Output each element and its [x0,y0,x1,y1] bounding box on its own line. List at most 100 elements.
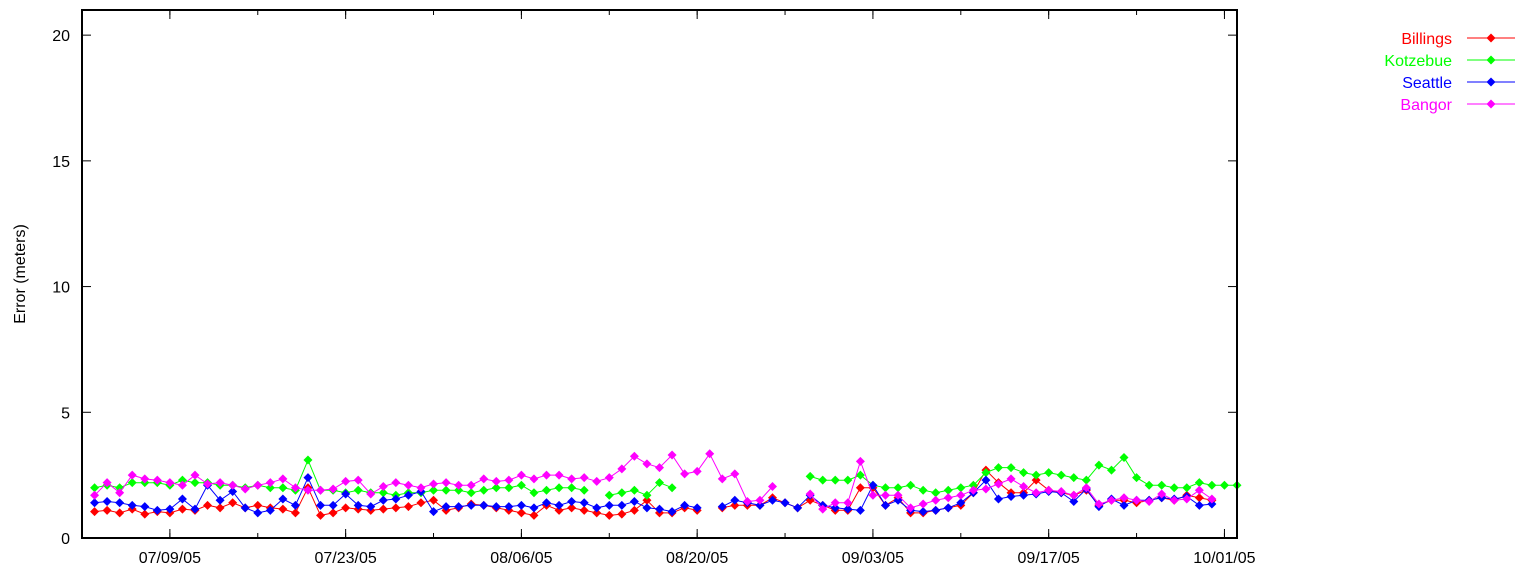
kotzebue-point [1219,480,1229,490]
legend-marker-billings [1486,33,1496,43]
seattle-point [780,498,790,508]
billings-point [378,504,388,514]
kotzebue-point [1194,478,1204,488]
bangor-point [529,474,539,484]
bangor-point [692,466,702,476]
billings-point [642,495,652,505]
kotzebue-point [466,488,476,498]
kotzebue-point [893,483,903,493]
kotzebue-point [1132,473,1142,483]
bangor-point [353,475,363,485]
y-tick-label: 20 [52,28,70,45]
seattle-point [240,503,250,513]
seattle-point [1019,490,1029,500]
x-tick-label: 07/09/05 [139,550,201,567]
bangor-point [190,470,200,480]
bangor-point [542,470,552,480]
billings-point [215,503,225,513]
x-tick-label: 09/03/05 [842,550,904,567]
seattle-point [642,503,652,513]
kotzebue-point [981,468,991,478]
kotzebue-point [1144,480,1154,490]
seattle-point [855,505,865,515]
seattle-point [290,500,300,510]
billings-point [102,505,112,515]
seattle-point [341,489,351,499]
kotzebue-point [968,480,978,490]
bangor-point [1044,485,1054,495]
kotzebue-point [1081,475,1091,485]
bangor-point [265,478,275,488]
bangor-point [855,456,865,466]
kotzebue-point [454,485,464,495]
kotzebue-point [190,478,200,488]
kotzebue-point [931,488,941,498]
billings-point [730,500,740,510]
billings-point [416,498,426,508]
bangor-point [629,451,639,461]
billings-point [328,508,338,518]
seattle-point [253,508,263,518]
seattle-point [767,495,777,505]
bangor-point [1094,499,1104,509]
seattle-point [504,502,514,512]
billings-point [617,509,627,519]
billings-point [429,495,439,505]
bangor-point [993,479,1003,489]
bangor-point [1207,494,1217,504]
bangor-point [767,481,777,491]
kotzebue-point [993,463,1003,473]
bangor-point [1182,494,1192,504]
billings-point [629,505,639,515]
seattle-point [680,500,690,510]
seattle-point [190,504,200,514]
bangor-point [592,476,602,486]
kotzebue-point [554,483,564,493]
series-bangor [90,449,1217,514]
kotzebue-point [441,485,451,495]
seattle-point [579,498,589,508]
seattle-point [265,505,275,515]
tick-labels: 0 5 10 15 20 07/09/05 07/23/05 08/06/05 08/20/05… [52,28,1255,567]
bangor-point [378,481,388,491]
axis-ticks [81,10,1237,539]
legend-marker-bangor [1486,99,1496,109]
billings-point [554,505,564,515]
legend-marker-seattle [1486,77,1496,87]
bangor-point [956,490,966,500]
series-kotzebue [90,453,1242,500]
bangor-point [403,480,413,490]
x-tick-label: 08/20/05 [666,550,728,567]
kotzebue-point [880,483,890,493]
bangor-point [579,473,589,483]
y-tick-label: 5 [61,405,70,422]
kotzebue-point [516,480,526,490]
billings-line [722,469,1212,514]
kotzebue-point [1031,470,1041,480]
bangor-point [328,484,338,494]
legend-label-billings: Billings [1401,31,1452,48]
seattle-line [722,479,1212,513]
billings-point [140,509,150,519]
kotzebue-point [629,485,639,495]
bangor-point [843,498,853,508]
y-tick-label: 15 [52,154,70,171]
kotzebue-point [1094,460,1104,470]
seattle-point [278,494,288,504]
seattle-point [127,500,137,510]
bangor-point [278,474,288,484]
seattle-point [843,504,853,514]
seattle-point [115,498,125,508]
bangor-point [516,470,526,480]
seattle-point [429,507,439,517]
bangor-point [893,490,903,500]
billings-point [592,508,602,518]
billings-point [403,502,413,512]
bangor-point [705,449,715,459]
seattle-point [542,498,552,508]
bangor-point [454,480,464,490]
seattle-point [793,503,803,513]
bangor-point [416,483,426,493]
seattle-point [353,500,363,510]
seattle-point [177,494,187,504]
